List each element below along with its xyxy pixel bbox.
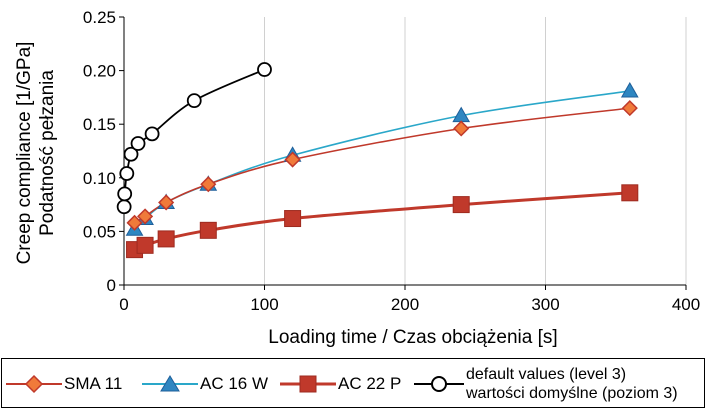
x-tick-label: 300 [531, 295, 559, 314]
marker-circle [123, 146, 139, 162]
legend-label-sma11: SMA 11 [64, 374, 123, 393]
legend-swatch-sma11 [6, 374, 62, 394]
creep-compliance-chart: 0 0.05 0.10 0.15 0.20 0.25 0 100 200 300 400 Loadi… [14, 8, 700, 348]
x-tick-label: 100 [250, 295, 278, 314]
vertical-gridlines [264, 17, 687, 285]
y-tick-label: 0 [107, 276, 116, 295]
series-markers [116, 62, 639, 259]
x-tick-label: 0 [119, 295, 128, 314]
y-tick-label: 0.15 [83, 115, 116, 134]
series-line-2 [133, 191, 630, 252]
y-tick-label: 0.10 [83, 169, 116, 188]
marker-circle [119, 166, 135, 181]
y-axis-label-line1: Creep compliance [1/GPa] [14, 42, 35, 265]
marker-circle [186, 93, 202, 109]
marker-circle [130, 136, 146, 151]
series-line-0 [134, 107, 630, 224]
y-axis-label-line2: Podatność pełzania [37, 70, 58, 236]
legend-item-default-values: default values (level 3) wartości domyśl… [414, 359, 678, 409]
marker-square [452, 196, 470, 214]
legend-label-default-values: default values (level 3) wartości domyśl… [466, 365, 678, 403]
legend-swatch-ac16w [142, 375, 198, 392]
marker-square [136, 236, 154, 254]
legend-item-sma11: SMA 11 [6, 359, 122, 409]
marker-circle [116, 199, 132, 215]
x-axis-label: Loading time / Czas obciążenia [s] [268, 327, 557, 348]
marker-diamond [621, 100, 638, 117]
legend-label-default-line2: wartości domyślne (poziom 3) [466, 385, 678, 402]
marker-square [199, 221, 217, 239]
y-tick-label: 0.25 [83, 8, 116, 27]
legend: SMA 11 AC 16 W AC 22 P default values (l… [1, 358, 705, 408]
legend-label-ac22p: AC 22 P [338, 374, 402, 393]
marker-circle [257, 62, 272, 77]
marker-circle [144, 126, 160, 142]
y-tick-label: 0.05 [83, 222, 116, 241]
marker-diamond [453, 120, 470, 137]
x-tick-label: 400 [672, 295, 700, 314]
x-tick-label: 200 [391, 295, 419, 314]
tick-labels: 0 0.05 0.10 0.15 0.20 0.25 0 100 200 300 400 [83, 8, 700, 314]
marker-circle [117, 186, 133, 202]
marker-diamond [158, 194, 175, 211]
marker-square [157, 230, 175, 248]
marker-diamond [284, 151, 301, 168]
marker-diamond [137, 208, 154, 225]
legend-swatch-ac22p [280, 375, 336, 393]
marker-square [284, 210, 302, 228]
marker-diamond [200, 176, 217, 193]
legend-label-default-line1: default values (level 3) [466, 366, 627, 383]
axes [119, 16, 687, 290]
marker-square [621, 184, 639, 202]
marker-diamond [126, 214, 143, 231]
y-tick-label: 0.20 [83, 62, 116, 81]
series-line-3 [123, 68, 265, 207]
marker-triangle [620, 81, 639, 98]
legend-item-ac22p: AC 22 P [280, 359, 401, 409]
series-line-1 [133, 90, 630, 230]
legend-item-ac16w: AC 16 W [142, 359, 268, 409]
legend-swatch-default-values [414, 376, 464, 392]
legend-label-ac16w: AC 16 W [200, 374, 269, 393]
